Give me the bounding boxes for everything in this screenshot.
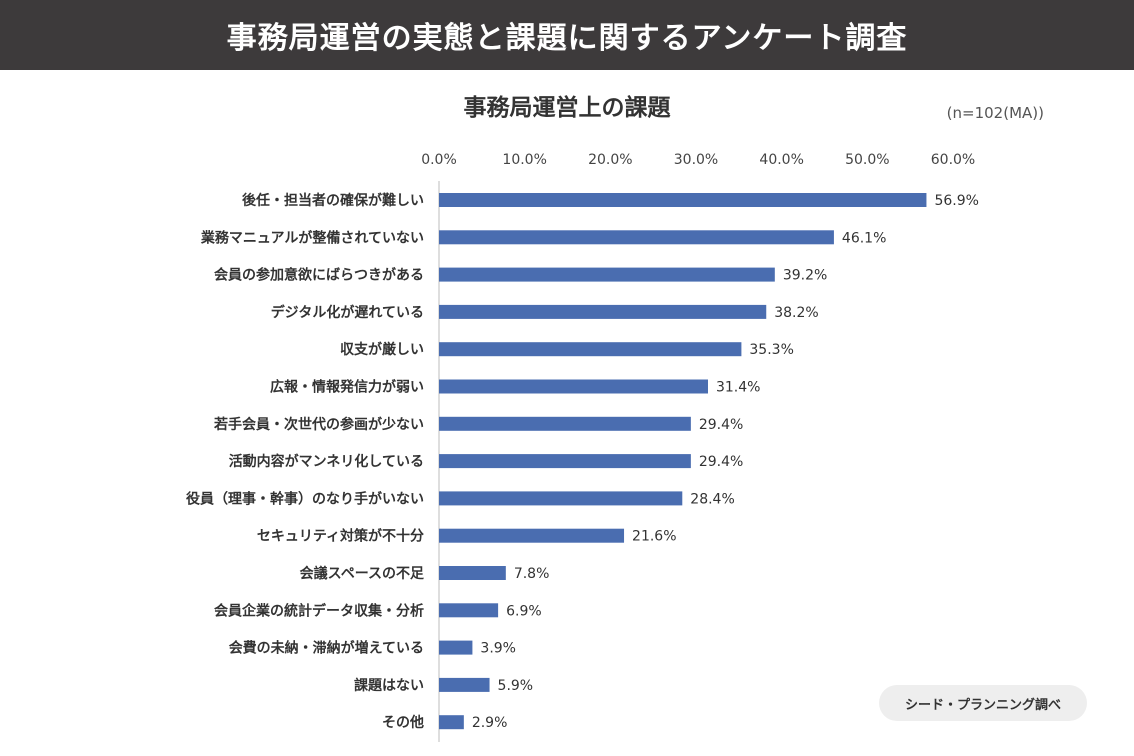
- bar: [439, 566, 506, 580]
- category-label: セキュリティ対策が不十分: [257, 528, 424, 545]
- value-label: 7.8%: [514, 566, 550, 582]
- value-label: 39.2%: [783, 268, 827, 284]
- bar: [439, 379, 708, 394]
- x-tick-label: 0.0%: [421, 152, 457, 168]
- category-label: 後任・担当者の確保が難しい: [242, 192, 424, 209]
- x-tick-label: 10.0%: [502, 152, 546, 168]
- value-label: 56.9%: [934, 193, 978, 209]
- category-label: 会員企業の統計データ収集・分析: [214, 602, 424, 619]
- value-label: 2.9%: [472, 715, 508, 731]
- category-label: デジタル化が遅れている: [271, 304, 424, 321]
- value-label: 21.6%: [632, 529, 676, 545]
- bar: [439, 640, 473, 655]
- category-label: 会議スペースの不足: [300, 565, 425, 582]
- bar: [439, 267, 775, 282]
- category-label: 役員（理事・幹事）のなり手がいない: [186, 490, 424, 507]
- header-bar: 事務局運営の実態と課題に関するアンケート調査: [0, 0, 1134, 70]
- bar: [439, 715, 464, 730]
- source-credit-badge: シード・プランニング調べ: [879, 685, 1087, 721]
- x-tick-label: 50.0%: [845, 152, 889, 168]
- value-label: 31.4%: [716, 380, 760, 396]
- value-label: 29.4%: [699, 454, 743, 470]
- value-label: 6.9%: [506, 603, 542, 619]
- value-label: 3.9%: [480, 641, 516, 657]
- category-label: 広報・情報発信力が弱い: [270, 379, 424, 396]
- chart-panel: [0, 70, 1134, 756]
- page-title: 事務局運営の実態と課題に関するアンケート調査: [226, 21, 908, 56]
- bar: [439, 491, 683, 506]
- bar: [439, 193, 927, 207]
- chart-title: 事務局運営上の課題: [463, 95, 671, 121]
- sample-size-note: (n=102(MA)): [946, 104, 1044, 122]
- value-label: 28.4%: [690, 491, 734, 507]
- x-tick-label: 40.0%: [759, 152, 803, 168]
- value-label: 35.3%: [749, 342, 793, 358]
- bar: [439, 230, 834, 245]
- bar: [439, 677, 490, 692]
- value-label: 5.9%: [498, 678, 534, 694]
- category-label: 活動内容がマンネリ化している: [229, 453, 424, 470]
- value-label: 38.2%: [774, 305, 818, 321]
- category-label: その他: [382, 714, 424, 731]
- category-label: 若手会員・次世代の参画が少ない: [213, 416, 424, 433]
- category-label: 課題はない: [354, 677, 424, 694]
- bar: [439, 416, 691, 431]
- bar: [439, 528, 625, 543]
- value-label: 46.1%: [842, 230, 886, 246]
- category-label: 会員の参加意欲にばらつきがある: [214, 267, 424, 284]
- category-label: 収支が厳しい: [340, 341, 424, 358]
- bar: [439, 603, 499, 618]
- category-label: 業務マニュアルが整備されていない: [200, 229, 424, 246]
- bar: [439, 342, 742, 357]
- x-tick-label: 60.0%: [931, 152, 975, 168]
- bar: [439, 454, 691, 469]
- category-label: 会費の未納・滞納が増えている: [229, 640, 424, 657]
- x-tick-label: 20.0%: [588, 152, 632, 168]
- x-tick-label: 30.0%: [674, 152, 718, 168]
- value-label: 29.4%: [699, 417, 743, 433]
- bar: [439, 304, 767, 319]
